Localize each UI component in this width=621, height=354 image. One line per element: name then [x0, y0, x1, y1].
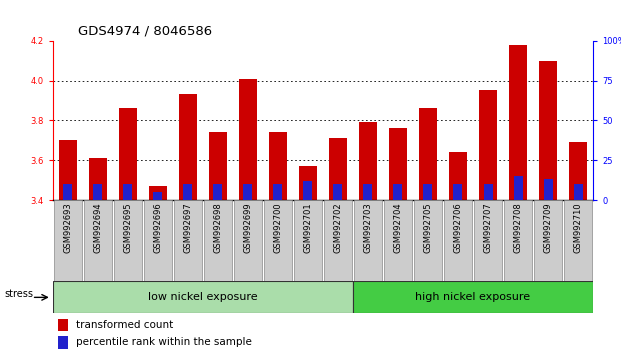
- Bar: [243, 184, 252, 200]
- Bar: [214, 184, 222, 200]
- Bar: [394, 184, 402, 200]
- FancyBboxPatch shape: [204, 200, 232, 281]
- Bar: [209, 132, 227, 200]
- Bar: [389, 129, 407, 200]
- FancyBboxPatch shape: [534, 200, 562, 281]
- Text: GSM992695: GSM992695: [124, 202, 132, 253]
- FancyBboxPatch shape: [474, 200, 502, 281]
- Text: GSM992702: GSM992702: [333, 202, 342, 253]
- Bar: [124, 184, 132, 200]
- FancyBboxPatch shape: [384, 200, 412, 281]
- FancyBboxPatch shape: [53, 200, 82, 281]
- FancyBboxPatch shape: [354, 200, 382, 281]
- Text: GSM992693: GSM992693: [63, 202, 72, 253]
- FancyBboxPatch shape: [564, 200, 592, 281]
- Text: GSM992703: GSM992703: [363, 202, 373, 253]
- Bar: [363, 184, 373, 200]
- Bar: [543, 179, 553, 200]
- Bar: [239, 79, 257, 200]
- Bar: [419, 108, 437, 200]
- Text: GSM992705: GSM992705: [424, 202, 432, 253]
- Text: GSM992697: GSM992697: [183, 202, 193, 253]
- FancyBboxPatch shape: [444, 200, 472, 281]
- Bar: [484, 184, 492, 200]
- FancyBboxPatch shape: [84, 200, 112, 281]
- FancyBboxPatch shape: [414, 200, 442, 281]
- Bar: [93, 184, 102, 200]
- Bar: [574, 184, 582, 200]
- Text: GSM992708: GSM992708: [514, 202, 522, 253]
- Bar: [273, 184, 283, 200]
- Text: GSM992710: GSM992710: [574, 202, 582, 253]
- Bar: [183, 184, 193, 200]
- FancyBboxPatch shape: [324, 200, 352, 281]
- FancyBboxPatch shape: [353, 281, 593, 313]
- Bar: [329, 138, 347, 200]
- Bar: [509, 45, 527, 200]
- FancyBboxPatch shape: [53, 281, 353, 313]
- Bar: [58, 336, 68, 349]
- Bar: [179, 95, 197, 200]
- Bar: [479, 91, 497, 200]
- Text: GSM992709: GSM992709: [543, 202, 553, 253]
- Bar: [449, 152, 467, 200]
- FancyBboxPatch shape: [143, 200, 172, 281]
- Bar: [359, 122, 377, 200]
- FancyBboxPatch shape: [114, 200, 142, 281]
- Bar: [149, 186, 167, 200]
- Text: GSM992700: GSM992700: [273, 202, 283, 253]
- Text: GSM992699: GSM992699: [243, 202, 252, 253]
- Bar: [569, 142, 587, 200]
- Bar: [299, 166, 317, 200]
- Bar: [453, 184, 463, 200]
- FancyBboxPatch shape: [504, 200, 532, 281]
- Bar: [59, 140, 77, 200]
- Text: high nickel exposure: high nickel exposure: [415, 292, 530, 302]
- Text: stress: stress: [4, 289, 33, 299]
- Bar: [63, 184, 72, 200]
- Text: GSM992701: GSM992701: [304, 202, 312, 253]
- Text: GSM992704: GSM992704: [394, 202, 402, 253]
- Text: GSM992707: GSM992707: [484, 202, 492, 253]
- Bar: [514, 176, 522, 200]
- Text: percentile rank within the sample: percentile rank within the sample: [76, 337, 252, 347]
- Bar: [269, 132, 287, 200]
- Bar: [58, 319, 68, 331]
- Bar: [304, 181, 312, 200]
- Bar: [89, 158, 107, 200]
- Text: GSM992696: GSM992696: [153, 202, 162, 253]
- Text: GSM992698: GSM992698: [214, 202, 222, 253]
- FancyBboxPatch shape: [174, 200, 202, 281]
- FancyBboxPatch shape: [294, 200, 322, 281]
- Text: GSM992694: GSM992694: [93, 202, 102, 253]
- FancyBboxPatch shape: [233, 200, 262, 281]
- Bar: [119, 108, 137, 200]
- FancyBboxPatch shape: [264, 200, 292, 281]
- Text: low nickel exposure: low nickel exposure: [148, 292, 258, 302]
- Text: GDS4974 / 8046586: GDS4974 / 8046586: [78, 25, 212, 38]
- Bar: [424, 184, 432, 200]
- Bar: [153, 192, 162, 200]
- Bar: [539, 61, 557, 200]
- Text: GSM992706: GSM992706: [453, 202, 463, 253]
- Text: transformed count: transformed count: [76, 320, 173, 330]
- Bar: [333, 184, 342, 200]
